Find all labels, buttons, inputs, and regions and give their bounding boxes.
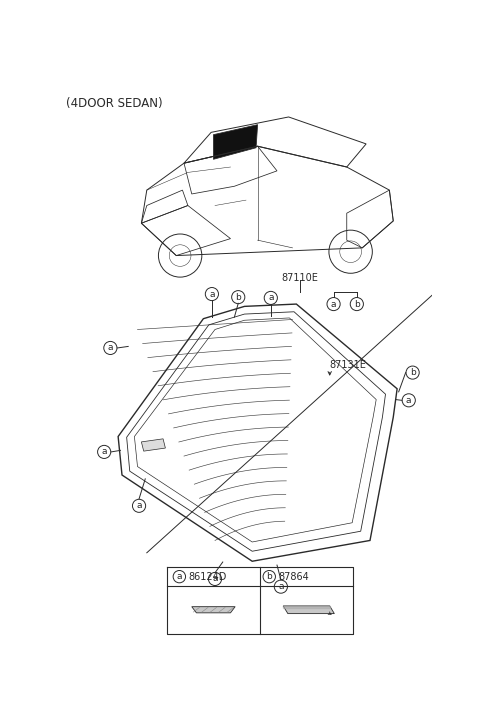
Text: b: b [354,299,360,309]
Text: a: a [209,289,215,299]
Text: 87864: 87864 [278,572,309,582]
Text: a: a [136,501,142,510]
Polygon shape [192,607,235,613]
Text: (4DOOR SEDAN): (4DOOR SEDAN) [66,97,163,110]
Text: b: b [266,572,272,581]
Text: a: a [268,294,274,302]
Text: 87131E: 87131E [330,360,367,370]
Text: a: a [101,447,107,457]
Polygon shape [142,439,166,451]
Text: a: a [212,574,218,584]
Text: a: a [278,582,284,591]
Polygon shape [214,125,258,159]
Text: a: a [331,299,336,309]
Text: a: a [406,396,411,405]
Text: 87110E: 87110E [282,273,319,283]
Text: b: b [235,293,241,302]
Polygon shape [283,606,330,608]
Text: a: a [108,343,113,353]
Polygon shape [283,606,335,614]
Text: a: a [177,572,182,581]
Text: 86124D: 86124D [189,572,227,582]
Text: b: b [410,368,416,377]
